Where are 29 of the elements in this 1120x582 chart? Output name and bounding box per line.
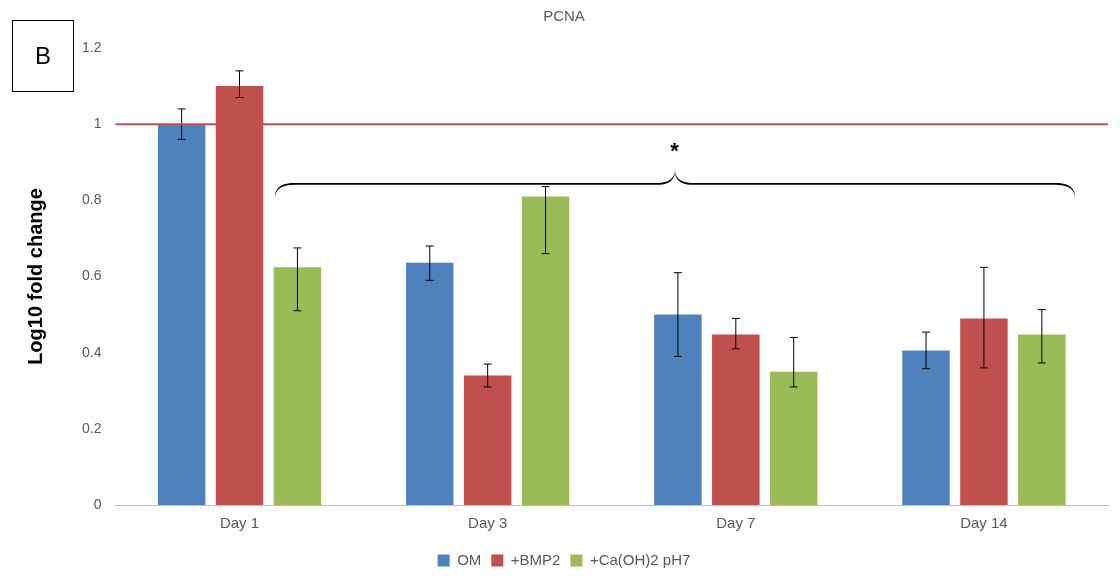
y-tick-label: 0	[93, 495, 102, 512]
y-tick-label: 1.2	[81, 38, 102, 55]
bar	[712, 334, 760, 505]
x-tick-label: Day 14	[960, 514, 1008, 532]
y-tick-label: 0.6	[81, 267, 102, 284]
y-tick-label: 0.2	[81, 419, 102, 436]
annotation: *	[670, 138, 679, 164]
bar	[521, 196, 570, 505]
x-tick-label: Day 1	[219, 514, 260, 532]
bar	[769, 371, 818, 505]
bar	[406, 262, 454, 505]
y-tick-label: 0.8	[81, 191, 102, 208]
legend-label: +BMP2	[510, 550, 561, 568]
bar	[960, 318, 1008, 505]
legend-label: +Ca(OH)2 pH7	[589, 550, 691, 568]
bar	[157, 124, 206, 505]
chart-title: PCNA	[543, 7, 585, 25]
y-tick-label: 0.4	[81, 343, 102, 360]
x-tick-label: Day 7	[716, 514, 756, 532]
y-tick-label: 1	[93, 115, 102, 132]
bar	[463, 375, 512, 505]
bar	[273, 267, 322, 505]
x-tick-label: Day 3	[468, 514, 508, 532]
bar	[1018, 334, 1066, 505]
y-axis-title: Log10 fold change	[23, 188, 46, 365]
legend-label: OM	[457, 550, 482, 568]
bar	[902, 350, 950, 505]
bar	[654, 314, 702, 505]
text: B	[12, 20, 74, 92]
